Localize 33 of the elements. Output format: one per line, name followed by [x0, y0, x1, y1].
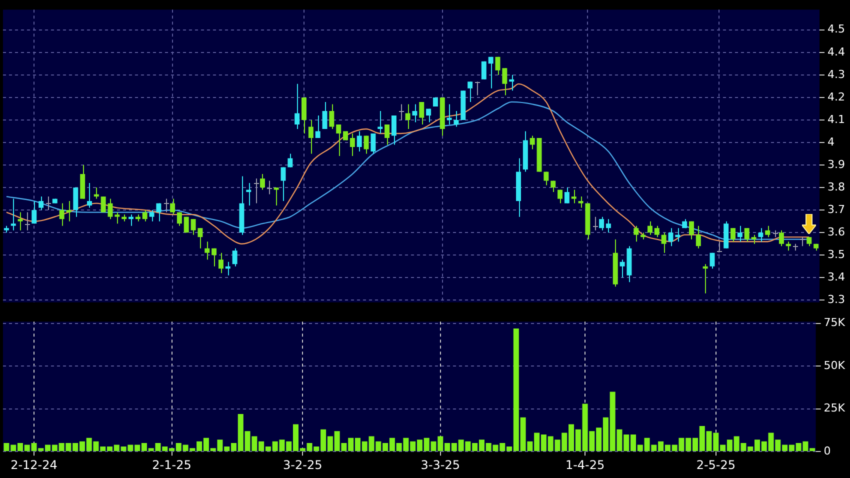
- candlestick: [474, 81, 480, 96]
- y-tick-label: 4.3: [828, 68, 846, 81]
- y-tick-label: 3.8: [828, 180, 846, 194]
- y-tick-label: 3.9: [828, 158, 846, 171]
- candlestick: [266, 180, 272, 195]
- x-tick-label: 2-12-24: [10, 458, 58, 472]
- candlestick: [716, 241, 722, 252]
- y-tick-label: 4.5: [828, 22, 846, 36]
- y-tick-label: 3.7: [828, 202, 846, 216]
- y-tick-label: 3.4: [828, 270, 846, 284]
- y-tick-label: 75K: [824, 316, 846, 330]
- y-tick-label: 3.6: [828, 225, 846, 238]
- candlestick: [254, 178, 260, 204]
- candlestick: [164, 198, 170, 213]
- y-tick-label: 0: [824, 444, 831, 458]
- x-tick-label: 1-4-25: [565, 458, 605, 472]
- y-tick-label: 25K: [824, 402, 846, 415]
- candlestick: [398, 104, 404, 120]
- y-tick-label: 3.3: [828, 293, 846, 306]
- x-tick-label: 2-1-25: [152, 458, 192, 472]
- y-tick-label: 4: [828, 135, 835, 148]
- candlestick: [592, 216, 598, 231]
- candlestick: [24, 212, 30, 231]
- candlestick: [800, 236, 806, 247]
- candlestick: [46, 196, 52, 211]
- y-tick-label: 4.1: [828, 112, 846, 126]
- y-tick-label: 50K: [824, 358, 846, 372]
- y-tick-label: 4.4: [828, 45, 846, 58]
- y-tick-label: 4.2: [828, 90, 846, 104]
- x-tick-label: 2-5-25: [696, 458, 736, 472]
- y-tick-label: 3.5: [828, 248, 846, 261]
- x-tick-label: 3-2-25: [283, 458, 322, 472]
- x-tick-label: 3-3-25: [420, 458, 460, 472]
